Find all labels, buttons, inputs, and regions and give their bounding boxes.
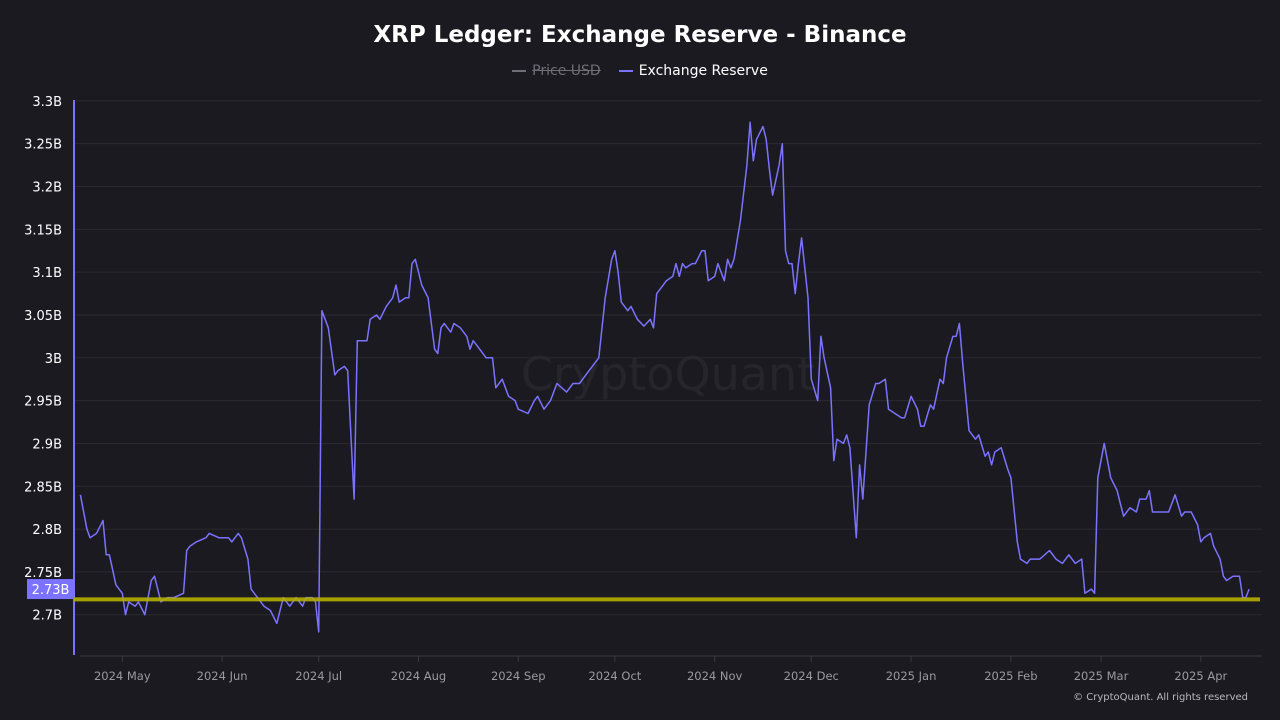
x-tick-label: 2024 Jun	[197, 669, 248, 683]
x-tick-label: 2024 May	[94, 669, 151, 683]
legend-label: Exchange Reserve	[638, 63, 768, 79]
y-tick-label: 2.75B	[24, 566, 62, 581]
current-value-badge	[27, 579, 74, 600]
x-tick-label: 2025 Mar	[1074, 669, 1129, 683]
watermark: CryptoQuant	[521, 347, 815, 401]
legend: Price USD Exchange Reserve	[0, 63, 1280, 79]
x-tick-label: 2024 Oct	[588, 669, 641, 683]
legend-swatch-price-usd	[512, 70, 527, 72]
current-value-label: 2.73B	[32, 583, 70, 598]
x-tick-label: 2024 Dec	[784, 669, 839, 683]
x-tick-label: 2025 Jan	[886, 669, 937, 683]
y-tick-label: 3.2B	[32, 181, 62, 196]
y-tick-label: 2.8B	[32, 523, 62, 538]
x-tick-label: 2024 Sep	[491, 669, 546, 683]
y-tick-label: 2.9B	[32, 437, 62, 452]
x-tick-label: 2025 Apr	[1174, 669, 1227, 683]
copyright-footer: © CryptoQuant. All rights reserved	[1073, 692, 1248, 703]
legend-item-price-usd[interactable]: Price USD	[512, 63, 601, 79]
y-tick-label: 3.05B	[24, 309, 62, 324]
legend-swatch-exchange-reserve	[618, 70, 633, 72]
y-tick-label: 2.7B	[32, 609, 62, 624]
y-tick-label: 3.15B	[24, 223, 62, 238]
x-tick-label: 2025 Feb	[984, 669, 1037, 683]
y-tick-label: 2.95B	[24, 395, 62, 410]
y-tick-label: 3.3B	[32, 95, 62, 110]
y-tick-label: 3.25B	[24, 138, 62, 153]
y-tick-label: 2.85B	[24, 480, 62, 495]
y-tick-label: 3B	[45, 352, 62, 367]
x-tick-label: 2024 Aug	[391, 669, 446, 683]
chart-title: XRP Ledger: Exchange Reserve - Binance	[373, 22, 907, 48]
legend-label: Price USD	[532, 63, 601, 79]
series-line-exchange-reserve	[79, 121, 1250, 633]
y-tick-label: 3.1B	[32, 266, 62, 281]
x-tick-label: 2024 Nov	[687, 669, 743, 683]
legend-item-exchange-reserve[interactable]: Exchange Reserve	[618, 63, 768, 79]
x-tick-label: 2024 Jul	[295, 669, 342, 683]
